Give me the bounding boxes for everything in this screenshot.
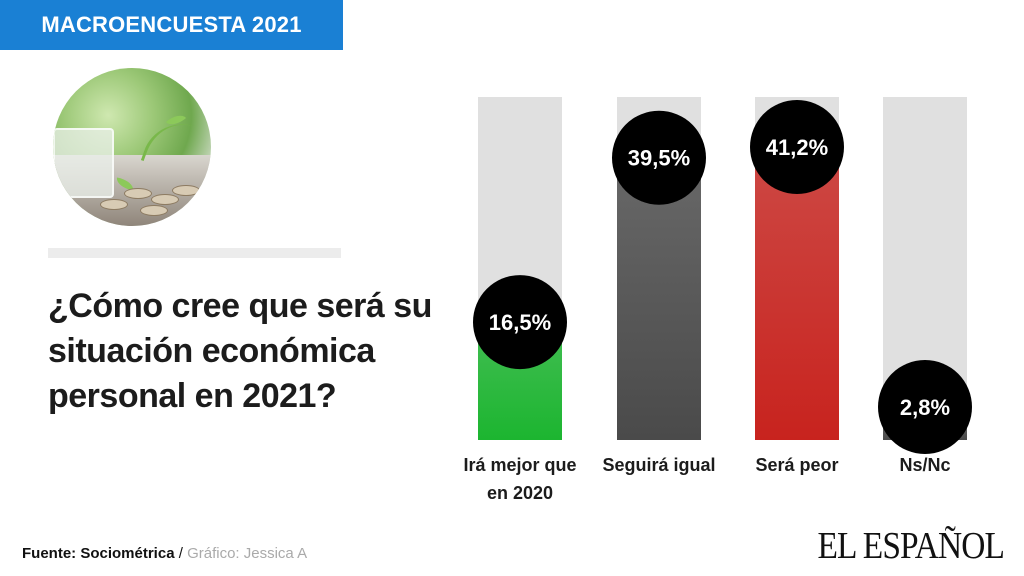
survey-badge: MACROENCUESTA 2021 [0,0,343,50]
source-separator: / [174,545,188,562]
value-bubble [878,360,972,454]
source-label: Fuente: Sociométrica [22,545,175,562]
photo-coin [150,194,179,206]
value-bubble [473,275,567,370]
bar-fill [617,157,701,440]
value-label: 2,8% [900,395,950,420]
el-espanol-logo: EL ESPAÑOL [817,525,1004,567]
bar-chart: 16,5% Irá mejor que en 2020 39,5% Seguirá ig… [463,97,972,503]
photo-coin [139,205,168,217]
category-label-line: en 2020 [487,483,553,503]
value-label: 16,5% [489,310,551,335]
divider [48,248,341,258]
category-label: Seguirá igual [602,455,715,475]
value-bubble [750,100,844,194]
category-label-line: Irá mejor que [463,455,576,475]
chart-question: ¿Cómo cree que será su situación económi… [48,287,432,415]
photo-jar [53,128,114,199]
source-line: Fuente: Sociométrica / Gráfico: Jessica … [22,545,307,562]
category-label-line: Seguirá igual [602,455,715,475]
credit-label: Gráfico: Jessica A [187,545,308,562]
photo-coin [100,199,129,211]
category-label-line: Ns/Nc [899,455,950,475]
bar-fill [755,145,839,440]
photo-coin [171,184,200,196]
value-label: 39,5% [628,146,690,171]
value-label: 41,2% [766,135,828,160]
photo-coin [124,188,153,200]
category-label: Irá mejor que en 2020 [463,455,576,503]
category-label: Será peor [755,455,838,475]
category-label: Ns/Nc [899,455,950,475]
illustration-coins-plant [53,68,211,226]
category-label-line: Será peor [755,455,838,475]
value-bubble [612,110,706,205]
